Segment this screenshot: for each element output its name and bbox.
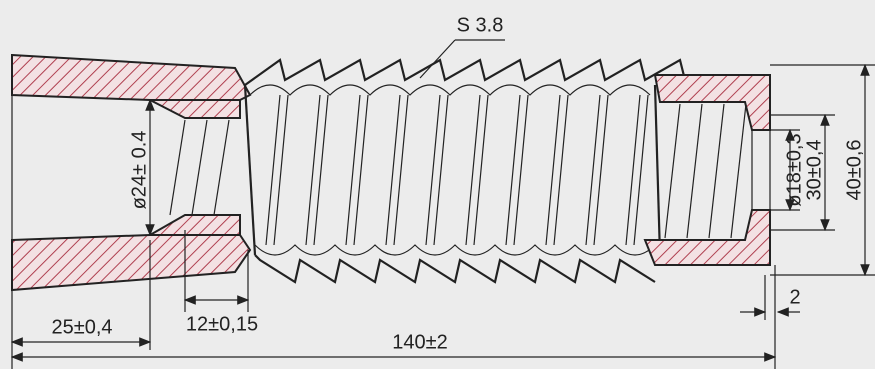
drawing: S 3.8 ø24± 0.4 ø18±0,3 30±0,4 40±0,6 25±… xyxy=(0,0,875,369)
bore-left-label: ø24± 0.4 xyxy=(128,131,150,210)
bore-right-label: ø18±0,3 xyxy=(783,133,805,206)
thread-label: S 3.8 xyxy=(457,14,504,36)
overall-height-label: 40±0,6 xyxy=(843,139,865,200)
thread-length-label: 12±0,15 xyxy=(186,313,258,335)
outer-right-label: 30±0,4 xyxy=(803,139,825,200)
gap-label: 2 xyxy=(789,286,800,308)
overall-length-label: 140±2 xyxy=(392,331,447,353)
left-length-label: 25±0,4 xyxy=(51,316,112,338)
